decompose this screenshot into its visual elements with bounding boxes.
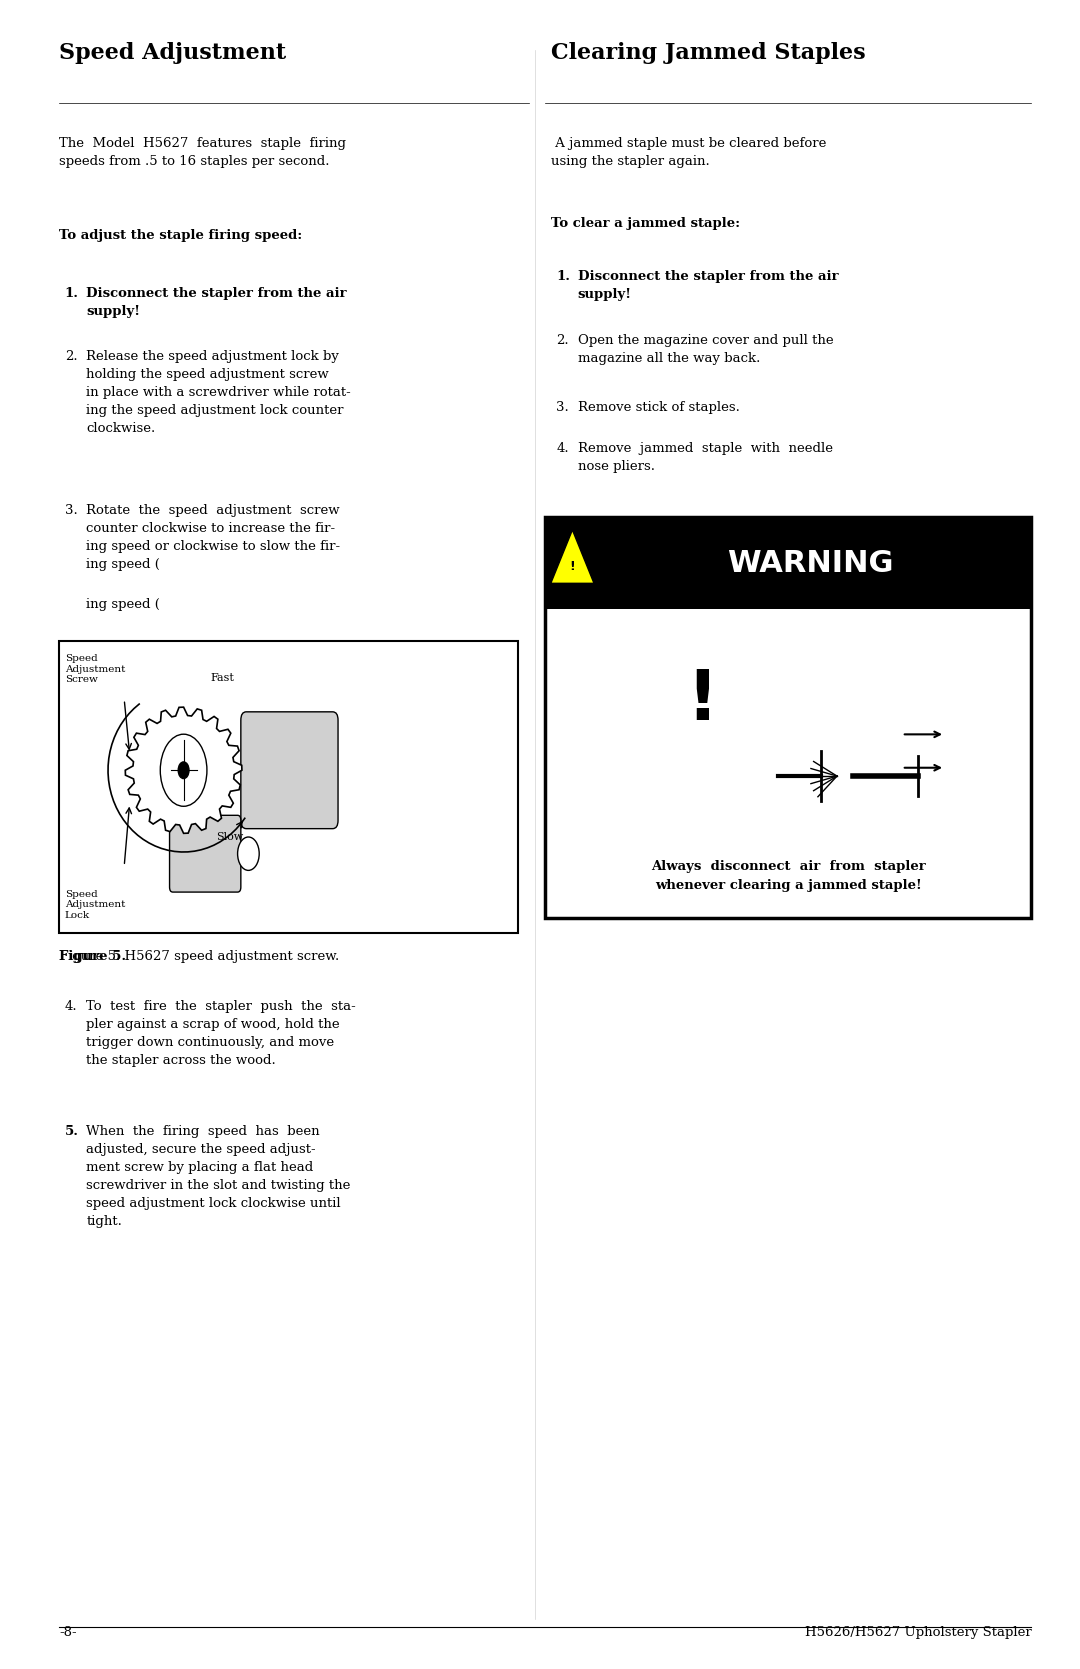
Text: Figure 5.: Figure 5. <box>59 950 126 963</box>
Text: WARNING: WARNING <box>727 549 893 577</box>
Text: To adjust the staple firing speed:: To adjust the staple firing speed: <box>59 229 302 242</box>
Text: Figure 5. H5627 speed adjustment screw.: Figure 5. H5627 speed adjustment screw. <box>59 950 339 963</box>
Text: Speed Adjustment: Speed Adjustment <box>59 42 286 63</box>
FancyBboxPatch shape <box>545 517 1031 609</box>
Text: 3.: 3. <box>556 401 569 414</box>
Text: To  test  fire  the  stapler  push  the  sta-
pler against a scrap of wood, hold: To test fire the stapler push the sta- p… <box>86 1000 356 1066</box>
Text: !: ! <box>686 668 718 734</box>
Text: Fast: Fast <box>211 674 234 683</box>
Text: A jammed staple must be cleared before
using the stapler again.: A jammed staple must be cleared before u… <box>551 137 826 169</box>
Text: Remove stick of staples.: Remove stick of staples. <box>578 401 740 414</box>
Text: 2.: 2. <box>556 334 569 347</box>
Text: When  the  firing  speed  has  been
adjusted, secure the speed adjust-
ment scre: When the firing speed has been adjusted,… <box>86 1125 351 1228</box>
Text: To clear a jammed staple:: To clear a jammed staple: <box>551 217 740 230</box>
Circle shape <box>160 734 207 806</box>
Text: Rotate  the  speed  adjustment  screw
counter clockwise to increase the fir-
ing: Rotate the speed adjustment screw counte… <box>86 504 340 571</box>
Text: Always  disconnect  air  from  stapler
whenever clearing a jammed staple!: Always disconnect air from stapler whene… <box>651 860 926 893</box>
Text: !: ! <box>569 561 576 572</box>
Text: 4.: 4. <box>65 1000 78 1013</box>
FancyBboxPatch shape <box>59 641 518 933</box>
Text: 3.: 3. <box>65 504 78 517</box>
Text: The  Model  H5627  features  staple  firing
speeds from .5 to 16 staples per sec: The Model H5627 features staple firing s… <box>59 137 347 169</box>
Text: Speed
Adjustment
Lock: Speed Adjustment Lock <box>65 890 125 920</box>
Text: Speed
Adjustment
Screw: Speed Adjustment Screw <box>65 654 125 684</box>
Text: Disconnect the stapler from the air
supply!: Disconnect the stapler from the air supp… <box>578 270 838 302</box>
FancyBboxPatch shape <box>545 517 1031 918</box>
Circle shape <box>238 838 259 871</box>
Text: 5.: 5. <box>65 1125 79 1138</box>
Text: Open the magazine cover and pull the
magazine all the way back.: Open the magazine cover and pull the mag… <box>578 334 834 366</box>
Text: 1.: 1. <box>65 287 79 300</box>
FancyBboxPatch shape <box>241 713 338 829</box>
Polygon shape <box>551 531 594 584</box>
Text: 4.: 4. <box>556 442 569 456</box>
Circle shape <box>178 763 189 779</box>
Text: Release the speed adjustment lock by
holding the speed adjustment screw
in place: Release the speed adjustment lock by hol… <box>86 350 351 436</box>
Text: Clearing Jammed Staples: Clearing Jammed Staples <box>551 42 865 63</box>
Text: Disconnect the stapler from the air
supply!: Disconnect the stapler from the air supp… <box>86 287 347 319</box>
Text: Remove  jammed  staple  with  needle
nose pliers.: Remove jammed staple with needle nose pl… <box>578 442 833 474</box>
FancyBboxPatch shape <box>170 816 241 893</box>
Text: 1.: 1. <box>556 270 570 284</box>
Polygon shape <box>125 708 242 833</box>
Text: 2.: 2. <box>65 350 78 364</box>
Text: -8-: -8- <box>59 1626 77 1639</box>
Text: ing speed (: ing speed ( <box>86 598 160 611</box>
Text: Slow: Slow <box>216 833 243 841</box>
Text: H5626/H5627 Upholstery Stapler: H5626/H5627 Upholstery Stapler <box>805 1626 1031 1639</box>
